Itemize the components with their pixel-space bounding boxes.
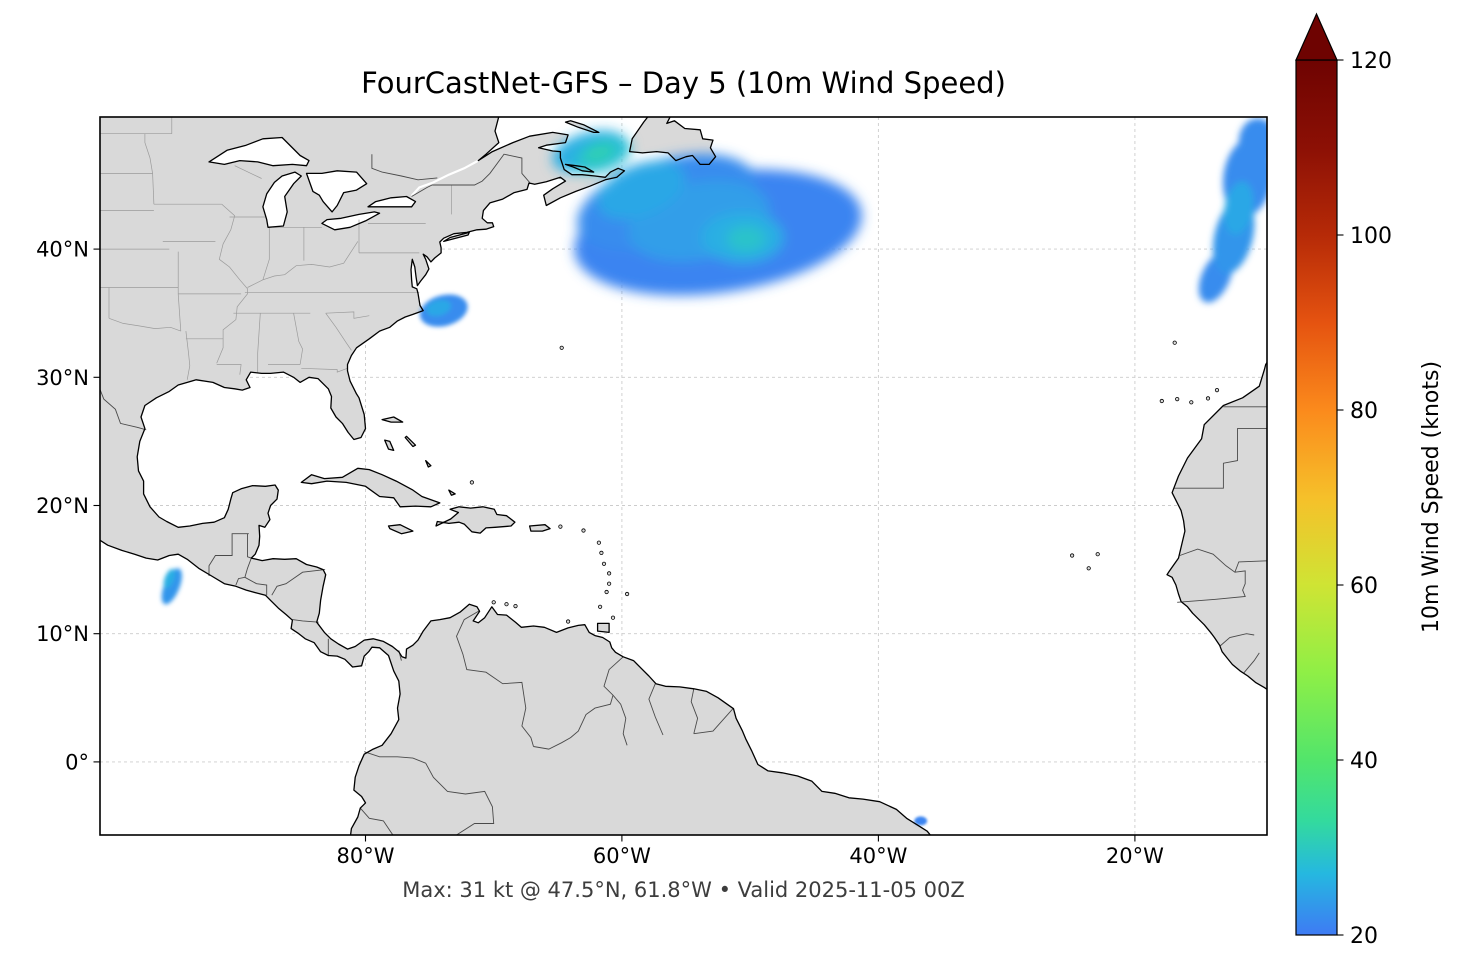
wind-blob-cape-hatteras-patch	[419, 294, 468, 327]
small-island	[491, 600, 496, 605]
colorbar: 20 40 60 80 100 120	[1295, 12, 1392, 949]
y-tick-label: 20°N	[36, 494, 89, 518]
small-island	[513, 603, 518, 609]
small-island	[1214, 387, 1220, 393]
small-island	[469, 480, 474, 485]
small-island	[1205, 396, 1211, 401]
wind-blob-ne-brazil-offshore-speck	[914, 816, 928, 826]
plot-title: FourCastNet-GFS – Day 5 (10m Wind Speed)	[361, 66, 1006, 100]
small-island	[604, 589, 609, 595]
wind-blob-tehuantepec-gap-wind	[161, 568, 182, 605]
small-island	[558, 524, 563, 529]
small-island	[596, 540, 602, 545]
y-axis-ticks: 40°N 30°N 20°N 10°N 0°	[36, 238, 100, 774]
small-island	[1175, 396, 1180, 402]
small-island	[610, 615, 616, 620]
colorbar-tick-label: 100	[1350, 224, 1392, 249]
small-island	[504, 602, 509, 607]
small-island	[1086, 566, 1091, 571]
wind-speed-field	[161, 118, 1267, 826]
small-island	[581, 528, 586, 533]
colorbar-tick-label: 80	[1350, 399, 1378, 424]
small-island	[601, 561, 607, 566]
colorbar-gradient	[1295, 59, 1338, 936]
small-island	[1095, 552, 1100, 557]
wind-blob-northwest-atlantic-storm	[552, 130, 862, 296]
st-lawrence-river	[410, 159, 479, 197]
x-tick-label: 40°W	[849, 844, 907, 868]
x-axis-ticks: 80°W 60°W 40°W 20°W	[337, 835, 1164, 868]
x-tick-label: 60°W	[593, 844, 651, 868]
small-island	[597, 604, 603, 609]
small-island	[1070, 553, 1075, 558]
colorbar-tick-label: 120	[1350, 49, 1392, 74]
small-island	[1172, 340, 1177, 345]
colorbar-tick-label: 40	[1350, 749, 1378, 774]
small-island	[1189, 400, 1194, 405]
small-island	[599, 550, 604, 556]
y-tick-label: 30°N	[36, 366, 89, 390]
state-borders	[100, 117, 452, 380]
small-island	[565, 619, 571, 624]
colorbar-label: 10m Wind Speed (knots)	[1419, 360, 1444, 634]
country-borders	[100, 153, 1267, 835]
map-layers	[100, 117, 1267, 835]
coastlines	[100, 117, 1267, 835]
colorbar-tick-label: 60	[1350, 574, 1378, 599]
colorbar-extend-arrow	[1295, 12, 1338, 61]
colorbar-tick-label: 20	[1350, 924, 1378, 949]
max-valid-caption: Max: 31 kt @ 47.5°N, 61.8°W • Valid 2025…	[402, 878, 965, 902]
y-tick-label: 0°	[65, 750, 89, 774]
small-island	[559, 345, 564, 350]
small-island	[606, 581, 612, 586]
plot-frame	[99, 116, 1268, 836]
small-island	[1159, 398, 1164, 404]
y-tick-label: 40°N	[36, 238, 89, 262]
small-island	[606, 571, 612, 576]
x-tick-label: 20°W	[1106, 844, 1164, 868]
x-tick-label: 80°W	[337, 844, 395, 868]
wind-blob-east-atlantic-band	[1198, 118, 1267, 303]
small-island	[624, 591, 630, 597]
y-tick-label: 10°N	[36, 622, 89, 646]
